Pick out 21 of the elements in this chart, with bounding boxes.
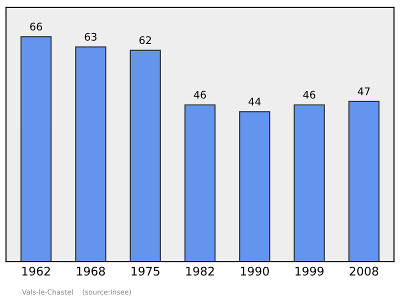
data-label: 46 [303,90,316,99]
bar [20,36,52,262]
bar [294,104,325,262]
data-label: 44 [248,98,261,106]
data-label: 46 [194,90,206,99]
data-label: 47 [358,88,370,96]
x-tick-label: 1990 [240,266,269,276]
x-tick-label: 1975 [132,266,160,276]
data-label: 66 [30,22,42,31]
x-tick-label: 2008 [350,266,378,276]
x-tick-label: 1968 [76,266,105,276]
bar [348,100,380,262]
x-tick-label: 1982 [186,266,214,276]
x-tick-label: 1962 [22,266,50,276]
bar [130,50,161,262]
bar [75,46,106,262]
data-label: 63 [84,32,96,41]
bar [184,104,216,262]
data-label: 62 [139,36,151,44]
x-tick-label: 1999 [296,266,324,276]
bar [239,111,270,262]
